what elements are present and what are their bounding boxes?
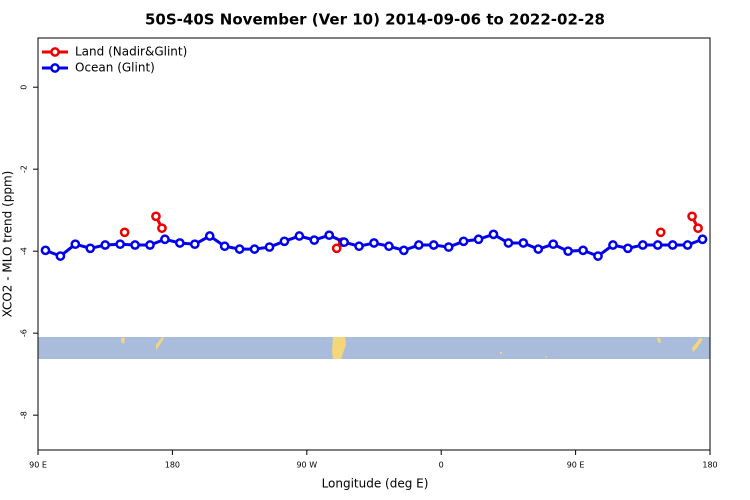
data-point: [119, 227, 130, 238]
data-point: [473, 234, 484, 245]
data-point: [518, 238, 529, 248]
data-point: [655, 227, 666, 238]
chart-title: 50S-40S November (Ver 10) 2014-09-06 to …: [145, 11, 605, 29]
data-point: [331, 243, 342, 254]
data-point: [55, 251, 66, 261]
data-point: [219, 241, 230, 252]
data-point: [637, 240, 648, 250]
data-point: [399, 245, 409, 256]
data-point: [175, 238, 185, 248]
data-point: [249, 244, 260, 254]
data-point: [339, 237, 349, 248]
x-axis-label: Longitude (deg E): [322, 477, 429, 491]
y-tick-label: -8: [20, 411, 29, 419]
data-point: [693, 223, 703, 234]
data-point: [608, 240, 618, 250]
data-point: [578, 245, 588, 256]
data-point: [234, 244, 245, 254]
data-point: [697, 234, 708, 245]
data-point: [204, 231, 215, 241]
data-point: [563, 246, 573, 257]
data-point: [548, 239, 559, 250]
data-point: [309, 235, 320, 245]
x-tick-label: 90 W: [296, 461, 317, 470]
data-point: [100, 240, 111, 250]
data-point: [115, 239, 125, 250]
data-point: [667, 240, 678, 250]
y-tick-label: -6: [20, 329, 29, 337]
ocean-band: [38, 337, 710, 359]
data-point: [533, 244, 544, 254]
data-point: [70, 239, 81, 250]
data-point: [503, 238, 514, 248]
data-point: [443, 242, 454, 252]
data-point: [85, 243, 96, 254]
y-tick-label: 0: [20, 85, 29, 90]
legend-label: Land (Nadir&Glint): [75, 45, 187, 59]
data-point: [687, 211, 697, 222]
y-tick-label: -4: [20, 247, 29, 255]
y-axis-label: XCO2 - MLO trend (ppm): [1, 171, 15, 318]
data-point: [130, 240, 140, 250]
x-tick-label: 90 E: [29, 461, 47, 470]
x-tick-label: 180: [702, 461, 717, 470]
x-tick-label: 90 E: [567, 461, 585, 470]
y-tick-label: -2: [20, 165, 29, 173]
plot-frame: [37, 37, 711, 451]
data-point: [160, 234, 170, 245]
data-point: [40, 245, 51, 256]
data-point: [593, 251, 603, 261]
data-point: [151, 211, 161, 222]
data-point: [488, 229, 499, 240]
data-point: [264, 242, 275, 252]
data-point: [145, 240, 155, 250]
data-point: [428, 240, 439, 250]
legend-label: Ocean (Glint): [75, 61, 155, 75]
data-point: [157, 223, 167, 234]
data-point: [369, 238, 379, 248]
legend-marker: [50, 47, 60, 57]
data-point: [279, 236, 290, 247]
data-point: [324, 230, 335, 241]
x-tick-label: 0: [439, 461, 444, 470]
data-point: [652, 240, 663, 250]
map-band: [38, 337, 710, 359]
data-point: [623, 243, 633, 254]
data-point: [384, 241, 394, 252]
data-point: [458, 236, 469, 247]
legend-marker: [50, 63, 60, 73]
data-point: [294, 231, 305, 241]
x-tick-label: 180: [165, 461, 180, 470]
data-point: [682, 240, 693, 250]
data-point: [413, 240, 424, 250]
data-point: [189, 239, 200, 250]
data-point: [354, 241, 364, 252]
